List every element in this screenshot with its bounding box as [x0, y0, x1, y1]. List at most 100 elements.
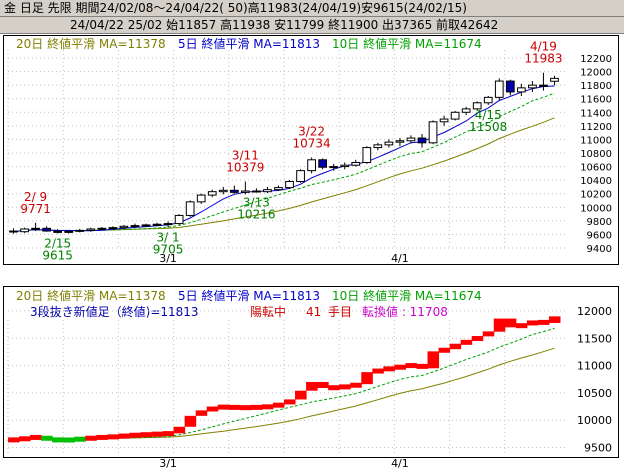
lower-legend-ma20: 20日 終値平滑 MA=11378	[16, 288, 166, 303]
tlb-brick	[405, 363, 417, 369]
candle-body	[528, 84, 537, 89]
tlb-brick	[471, 336, 484, 342]
upper-y-tick-label: 11800	[580, 81, 612, 92]
lower-y-tick-label: 10000	[577, 414, 612, 427]
candle-body	[174, 214, 184, 225]
candle-body	[64, 230, 74, 233]
candle-body	[218, 189, 228, 193]
tlb-brick	[206, 406, 219, 412]
candle-body	[185, 201, 195, 216]
annotation-value: 9615	[42, 248, 73, 262]
tlb-brick	[118, 433, 130, 439]
tlb-brick	[449, 343, 462, 350]
candle-body	[472, 102, 482, 110]
candle-body	[240, 190, 250, 193]
header-line-2: 24/04/22 25/02 始11857 高11938 安11799 終119…	[0, 17, 624, 34]
tlb-brick	[129, 432, 141, 438]
annotation-date: 2/15	[44, 236, 71, 250]
tlb-brick	[284, 399, 296, 405]
candle-body	[86, 228, 96, 231]
lower-ma20-line	[13, 347, 555, 441]
candle-body	[274, 187, 283, 191]
upper-ma5-line	[13, 85, 555, 233]
tlb-status: 陽転中	[250, 304, 286, 319]
candle-body	[395, 140, 405, 143]
upper-y-tick-label: 11000	[580, 135, 612, 146]
candle-body	[439, 118, 449, 123]
annotation-date: 4/19	[530, 40, 557, 54]
candle-body	[285, 181, 294, 189]
candle-body	[42, 227, 52, 232]
upper-y-tick-label: 9400	[587, 244, 612, 255]
upper-y-tick-label: 10800	[580, 149, 612, 160]
upper-y-tick-label: 10000	[580, 203, 612, 214]
candle-body	[516, 87, 526, 93]
candle-body	[340, 164, 350, 168]
tlb-brick	[383, 366, 395, 372]
annotation-value: 11508	[469, 120, 507, 134]
candle-body	[296, 170, 305, 182]
tlb-count: 41	[306, 305, 321, 319]
tlb-brick	[482, 331, 495, 337]
lower-chart-panel	[3, 286, 619, 458]
tlb-brick	[19, 436, 31, 442]
lower-x-tick-label: 4/1	[391, 457, 409, 470]
tlb-brick	[427, 351, 440, 369]
tlb-brick	[438, 347, 451, 353]
header-line-1: 金 日足 先限 期間24/02/08～24/04/22( 50)高11983(2…	[0, 0, 624, 17]
upper-y-tick-label: 11600	[580, 95, 612, 106]
tlb-brick	[239, 405, 252, 411]
tlb-brick	[460, 339, 473, 345]
candle-body	[163, 223, 173, 226]
tlb-brick	[52, 437, 64, 443]
candle-body	[494, 80, 504, 98]
candle-body	[351, 162, 361, 166]
upper-y-tick-label: 10600	[580, 163, 612, 174]
candle-body	[428, 121, 438, 144]
tlb-brick	[162, 431, 175, 437]
tlb-brick	[63, 437, 75, 443]
tlb-brick	[548, 316, 561, 323]
tlb-brick	[107, 434, 119, 440]
annotation-value: 11983	[524, 52, 562, 66]
candle-body	[252, 190, 261, 193]
candle-body	[417, 137, 427, 144]
header-title: 金 日足 先限 期間24/02/08～24/04/22( 50)高11983(2…	[4, 1, 467, 15]
annotation-value: 9705	[153, 242, 184, 256]
candle-body	[406, 137, 416, 142]
upper-y-tick-label: 11200	[580, 122, 612, 133]
upper-y-tick-label: 9800	[587, 217, 612, 228]
annotation-date: 4/15	[475, 108, 502, 122]
upper-y-tick-label: 12000	[580, 68, 612, 79]
candle-body	[263, 189, 272, 193]
annotation-date: 3/13	[243, 196, 270, 210]
tlb-brick	[537, 319, 550, 325]
tlb-brick	[85, 435, 97, 441]
tlb-brick	[217, 404, 230, 410]
tlb-brick	[515, 323, 528, 329]
candle-body	[229, 189, 239, 193]
upper-legend-ma20: 20日 終値平滑 MA=11378	[16, 36, 166, 51]
annotation-value: 10734	[293, 136, 331, 150]
upper-y-tick-label: 9600	[587, 230, 612, 241]
upper-y-tick-label: 10400	[580, 176, 612, 187]
candle-body	[75, 229, 85, 232]
tlb-brick	[250, 404, 263, 410]
tlb-brick	[493, 318, 506, 332]
annotation-value: 9771	[20, 202, 51, 216]
candle-body	[483, 96, 493, 104]
candle-body	[373, 144, 383, 149]
tlb-brick	[372, 368, 384, 374]
candle-body	[207, 191, 217, 196]
candle-body	[152, 223, 162, 226]
lower-y-tick-label: 11500	[577, 332, 612, 345]
tlb-reversal: 転換値 : 11708	[362, 304, 448, 319]
candle-body	[108, 227, 118, 230]
upper-x-tick-label: 4/1	[391, 252, 409, 265]
lower-y-tick-label: 10500	[577, 387, 612, 400]
tlb-brick	[195, 410, 208, 416]
tlb-brick	[416, 363, 429, 369]
candle-body	[307, 159, 316, 172]
candle-body	[384, 141, 394, 146]
upper-y-tick-label: 11400	[580, 108, 612, 119]
